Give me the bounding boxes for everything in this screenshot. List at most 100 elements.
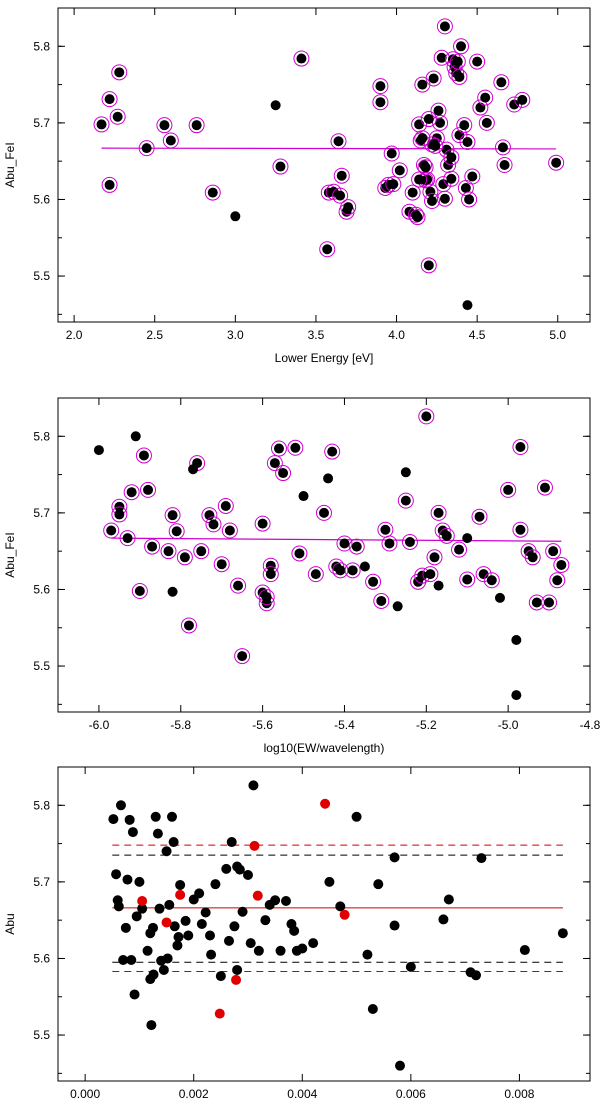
chart1-point-circled xyxy=(496,77,507,88)
chart1-point-circled xyxy=(428,73,439,84)
chart1-point-ring xyxy=(330,133,347,150)
chart3-y-tick-label: 5.5 xyxy=(33,1028,50,1042)
chart2-point-ring xyxy=(275,465,292,482)
chart1-point-circled xyxy=(475,102,486,113)
chart1-point-circled xyxy=(481,117,492,128)
chart2-point-ring xyxy=(512,439,529,456)
chart1-point-circled xyxy=(551,157,562,168)
chart3-point-black xyxy=(281,896,291,907)
chart3-point-black xyxy=(237,906,248,917)
chart1-point-ring xyxy=(469,53,486,70)
chart3-point-black xyxy=(232,964,243,975)
chart1-point-ring xyxy=(101,91,118,108)
chart1-point-ring xyxy=(430,102,447,119)
chart1-point-ring xyxy=(451,68,468,85)
chart1-point-ring xyxy=(436,190,453,207)
chart1-point-ring xyxy=(372,94,389,111)
chart2-point-circled xyxy=(351,541,362,552)
chart3-point-black xyxy=(172,940,183,951)
chart2-point-circled xyxy=(486,575,497,586)
chart1-x-tick-label: 2.5 xyxy=(146,328,163,342)
chart1-point-ring xyxy=(156,117,173,134)
chart2-point-ring xyxy=(266,455,283,472)
chart3-x-tick-label: 0.008 xyxy=(504,1087,534,1101)
chart2-point-circled xyxy=(474,511,485,522)
chart2-point-ring xyxy=(475,566,492,583)
chart2-point-circled xyxy=(171,526,182,537)
chart2-point-circled xyxy=(265,569,276,580)
chart1-point-ring xyxy=(340,199,357,216)
chart2-point-ring xyxy=(213,556,230,573)
chart1-point-circled xyxy=(141,143,152,154)
chart2-point-ring xyxy=(287,439,304,456)
chart1-y-tick-label: 5.8 xyxy=(33,39,50,53)
chart1-point-ring xyxy=(319,241,336,258)
chart1-point-ring xyxy=(332,187,349,204)
chart3-point-black xyxy=(438,914,449,925)
chart2-point-ring xyxy=(123,484,140,501)
chart2-x-tick-label: -5.8 xyxy=(170,718,191,732)
chart2-point-circled xyxy=(527,552,538,563)
chart2-x-tick-label: -5.2 xyxy=(416,718,437,732)
chart1-point-ring xyxy=(461,191,478,208)
chart1-point-circled xyxy=(509,99,520,110)
chart2-point-circled xyxy=(539,482,550,493)
chart2-y-tick-label: 5.6 xyxy=(33,582,50,596)
chart2-point-uncircled xyxy=(392,601,403,612)
chart3-point-black xyxy=(395,1060,405,1071)
chart2-point-circled xyxy=(208,519,219,530)
chart2-point-circled xyxy=(319,507,329,518)
chart2-point-circled xyxy=(425,569,436,580)
chart3-point-black xyxy=(275,945,286,956)
chart2-point-circled xyxy=(531,597,542,608)
chart3-point-black xyxy=(180,915,191,926)
chart3-point-black xyxy=(124,814,135,825)
chart1-point-circled xyxy=(165,135,176,146)
chart2-point-circled xyxy=(261,592,272,603)
chart3-point-black xyxy=(131,911,142,922)
chart3-point-black xyxy=(260,915,271,926)
chart1-x-tick-label: 4.0 xyxy=(388,328,405,342)
chart1-point-ring xyxy=(456,117,473,134)
chart3-point-black xyxy=(111,869,122,880)
chart1-x-tick-label: 5.0 xyxy=(549,328,566,342)
chart2-point-ring xyxy=(524,549,541,566)
chart1-point-ring xyxy=(436,18,453,35)
chart2-point-circled xyxy=(429,552,440,563)
chart3-x-tick-label: 0.004 xyxy=(287,1087,317,1101)
chart2-fit-line xyxy=(111,537,562,542)
chart1-point-ring xyxy=(372,78,389,95)
chart1-x-tick-label: 4.5 xyxy=(469,328,486,342)
chart3-point-black xyxy=(169,921,180,932)
chart3-plot-frame xyxy=(57,766,591,1082)
chart1-point-circled xyxy=(462,137,473,148)
chart1-point-circled xyxy=(375,81,386,92)
chart1-point-circled xyxy=(464,194,475,205)
chart1-point-circled xyxy=(336,170,347,181)
chart2-point-ring xyxy=(430,504,447,521)
chart2-point-ring xyxy=(164,507,181,524)
chart1-point-circled xyxy=(333,136,344,147)
chart3-point-black xyxy=(335,901,346,912)
chart2-point-ring xyxy=(176,549,193,566)
chart1-point-circled xyxy=(517,94,528,105)
chart1-point-ring xyxy=(443,170,460,187)
chart1-point-circled xyxy=(422,174,433,185)
chart1-point-circled xyxy=(441,144,452,155)
chart3-point-black xyxy=(148,922,158,933)
chart1-point-ring xyxy=(109,108,126,125)
chart3-point-black xyxy=(362,949,373,960)
chart3-point-red xyxy=(339,909,350,920)
chart2-point-uncircled xyxy=(494,592,505,603)
chart1-point-circled xyxy=(436,52,447,63)
chart3-point-black xyxy=(206,949,217,960)
chart1-point-circled xyxy=(499,160,510,170)
chart2-point-circled xyxy=(552,575,563,586)
chart1-point-circled xyxy=(454,130,465,141)
chart3-point-black xyxy=(253,945,264,956)
chart2-x-axis-label: log10(EW/wavelength) xyxy=(264,741,385,755)
chart1-point-circled xyxy=(497,142,508,153)
chart1-point-ring xyxy=(162,132,179,149)
chart3-point-red xyxy=(161,917,172,928)
chart2-point-ring xyxy=(541,594,558,611)
